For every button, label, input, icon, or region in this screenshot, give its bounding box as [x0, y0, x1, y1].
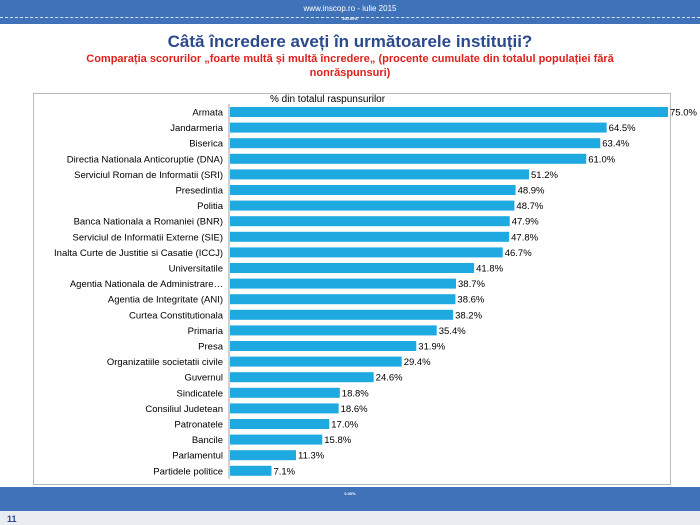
footer-band: [0, 511, 700, 525]
header-dashed-strip: [0, 17, 700, 22]
value-label: 48.9%: [518, 186, 545, 197]
chart-series-label: % din totalul raspunsurilor: [270, 94, 386, 105]
value-label: 31.9%: [418, 342, 445, 353]
bar: [230, 216, 510, 227]
category-label: Agentia de Integritate (ANI): [108, 295, 223, 306]
bar: [230, 450, 296, 461]
category-label: Serviciul de Informatii Externe (SIE): [73, 232, 223, 243]
value-label: 29.4%: [404, 357, 431, 368]
bar: [230, 263, 475, 273]
page-subtitle: Comparația scorurilor „foarte multă și m…: [86, 53, 614, 79]
value-label: 24.6%: [376, 373, 403, 384]
category-label: Serviciul Roman de Informatii (SRI): [74, 170, 223, 181]
page-title: Câtă încredere aveți în următoarele inst…: [167, 32, 533, 51]
bar: [230, 185, 516, 195]
footer-strip-label: 0.00%: [344, 491, 356, 496]
value-label: 17.0%: [331, 420, 358, 431]
bar: [230, 465, 272, 476]
value-label: 64.5%: [609, 123, 636, 134]
value-label: 75.0%: [670, 108, 697, 119]
value-label: 38.6%: [457, 295, 484, 306]
value-label: 35.4%: [439, 326, 466, 337]
bar: [230, 309, 454, 320]
bar: [230, 138, 601, 149]
category-label: Bancile: [192, 435, 223, 446]
category-label: Inalta Curte de Justitie si Casatie (ICC…: [54, 248, 223, 259]
header-strip-label: 100.00%: [342, 16, 358, 21]
bar: [230, 372, 374, 383]
value-label: 11.3%: [298, 451, 325, 462]
category-label: Consiliul Judetean: [145, 404, 223, 415]
value-label: 18.6%: [341, 404, 368, 415]
bar: [230, 169, 530, 180]
bar: [230, 153, 587, 164]
bar: [230, 434, 323, 445]
footer-bar: 0.00%: [0, 487, 700, 511]
header-bar: [0, 0, 700, 24]
category-label: Agentia Nationala de Administrare…: [70, 279, 223, 290]
category-label: Organizatiile societatii civile: [107, 357, 223, 368]
value-label: 46.7%: [505, 248, 532, 259]
page-number: 11: [7, 514, 17, 524]
bar: [230, 231, 510, 242]
category-label: Guvernul: [184, 373, 223, 384]
bar: [230, 278, 457, 289]
bar: [230, 419, 330, 429]
value-label: 38.7%: [458, 279, 485, 290]
category-label: Sindicatele: [177, 388, 223, 399]
bar: [230, 107, 668, 117]
value-label: 15.8%: [324, 435, 351, 446]
category-label: Jandarmeria: [170, 123, 224, 134]
category-label: Politia: [197, 201, 224, 212]
bar: [230, 122, 607, 133]
bar: [230, 403, 339, 414]
value-label: 63.4%: [602, 139, 629, 150]
category-label: Curtea Constitutionala: [129, 310, 224, 321]
bar: [230, 200, 515, 211]
value-label: 18.8%: [342, 388, 369, 399]
bar: [230, 247, 503, 258]
category-label: Directia Nationala Anticoruptie (DNA): [67, 154, 223, 165]
category-label: Presedintia: [175, 186, 223, 197]
category-label: Armata: [192, 108, 223, 119]
value-label: 38.2%: [455, 310, 482, 321]
value-label: 47.8%: [511, 232, 538, 243]
value-label: 51.2%: [531, 170, 558, 181]
bar: [230, 294, 456, 305]
category-label: Biserica: [189, 139, 224, 150]
category-label: Primaria: [188, 326, 224, 337]
value-label: 47.9%: [512, 217, 539, 228]
value-label: 48.7%: [516, 201, 543, 212]
bar: [230, 356, 402, 367]
bar: [230, 325, 437, 336]
category-label: Partidele politice: [153, 466, 223, 477]
value-label: 7.1%: [273, 466, 295, 477]
category-label: Presa: [198, 342, 224, 353]
value-label: 61.0%: [588, 154, 615, 165]
value-label: 41.8%: [476, 264, 503, 275]
header-url: www.inscop.ro - iulie 2015: [303, 4, 397, 13]
category-label: Universitatile: [169, 264, 223, 275]
bar: [230, 387, 340, 398]
category-label: Parlamentul: [172, 451, 223, 462]
category-label: Patronatele: [174, 420, 223, 431]
bar: [230, 341, 417, 351]
category-label: Banca Nationala a Romaniei (BNR): [74, 217, 223, 228]
